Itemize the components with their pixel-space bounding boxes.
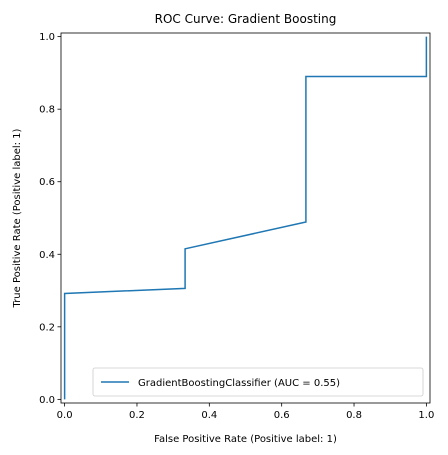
- y-tick-label: 0.6: [39, 177, 55, 188]
- plot-frame: [60, 32, 431, 404]
- legend: GradientBoostingClassifier (AUC = 0.55): [92, 367, 424, 397]
- x-tick-label: 0.8: [346, 410, 362, 421]
- legend-label: GradientBoostingClassifier (AUC = 0.55): [138, 378, 340, 389]
- x-tick-label: 0.6: [274, 410, 290, 421]
- y-tick-label: 0.4: [39, 250, 55, 261]
- y-tick-label: 1.0: [39, 32, 55, 43]
- roc-curve-line: [63, 36, 428, 400]
- y-axis-ticks: 0.0 0.2 0.4 0.6 0.8 1.0: [39, 32, 61, 406]
- x-tick-label: 0.0: [57, 410, 73, 421]
- x-axis-ticks: 0.0 0.2 0.4 0.6 0.8 1.0: [57, 403, 434, 421]
- y-tick-label: 0.2: [39, 322, 55, 333]
- x-tick-label: 0.4: [201, 410, 217, 421]
- y-tick-label: 0.8: [39, 105, 55, 116]
- x-tick-label: 0.2: [129, 410, 145, 421]
- x-tick-label: 1.0: [418, 410, 434, 421]
- y-axis-label: True Positive Rate (Positive label: 1): [12, 128, 23, 308]
- legend-box: [92, 367, 424, 397]
- chart-title: ROC Curve: Gradient Boosting: [155, 12, 337, 26]
- y-tick-label: 0.0: [39, 395, 55, 406]
- x-axis-label: False Positive Rate (Positive label: 1): [154, 434, 337, 445]
